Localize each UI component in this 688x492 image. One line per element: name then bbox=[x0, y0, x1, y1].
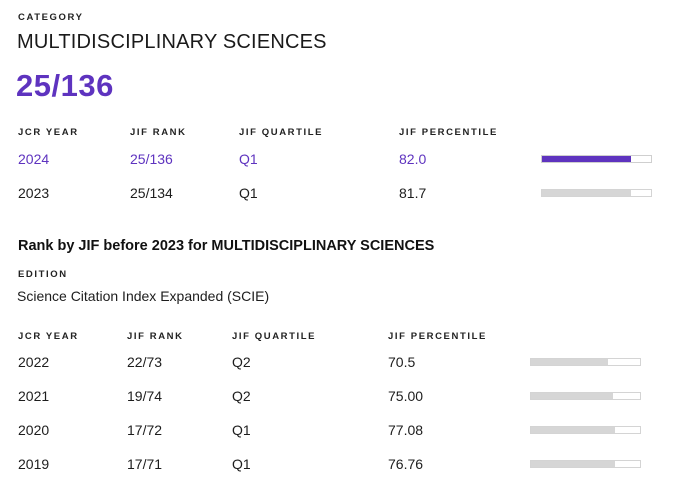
edition-label: EDITION bbox=[18, 269, 68, 280]
row-percentile: 81.7 bbox=[399, 185, 427, 201]
row-percentile: 70.5 bbox=[388, 354, 416, 370]
row-percentile: 75.00 bbox=[388, 388, 424, 404]
row-percentile: 77.08 bbox=[388, 422, 424, 438]
row-rank: 25/134 bbox=[130, 185, 173, 201]
row-rank: 19/74 bbox=[127, 388, 163, 404]
percentile-bar bbox=[530, 392, 641, 400]
row-rank: 17/72 bbox=[127, 422, 163, 438]
percentile-bar bbox=[541, 155, 652, 163]
row-quartile: Q2 bbox=[232, 388, 251, 404]
header-jif-rank: JIF RANK bbox=[130, 127, 187, 138]
percentile-bar bbox=[541, 189, 652, 197]
percentile-bar bbox=[530, 358, 641, 366]
row-year: 2020 bbox=[18, 422, 50, 438]
row-year: 2021 bbox=[18, 388, 50, 404]
row-year: 2023 bbox=[18, 185, 50, 201]
percentile-bar bbox=[530, 426, 641, 434]
row-quartile: Q1 bbox=[232, 456, 251, 472]
row-year: 2019 bbox=[18, 456, 50, 472]
row-rank: 22/73 bbox=[127, 354, 163, 370]
row-year: 2022 bbox=[18, 354, 50, 370]
row-quartile: Q1 bbox=[239, 151, 258, 167]
row-percentile: 76.76 bbox=[388, 456, 424, 472]
row-percentile: 82.0 bbox=[399, 151, 427, 167]
row-quartile: Q2 bbox=[232, 354, 251, 370]
header-jcr-year: JCR YEAR bbox=[18, 127, 79, 138]
percentile-bar-fill bbox=[531, 393, 613, 399]
category-rank: 25/136 bbox=[16, 68, 114, 103]
header-jif-rank: JIF RANK bbox=[127, 331, 184, 342]
row-quartile: Q1 bbox=[239, 185, 258, 201]
category-title: MULTIDISCIPLINARY SCIENCES bbox=[17, 31, 327, 53]
header-jif-quartile: JIF QUARTILE bbox=[232, 331, 317, 342]
row-quartile: Q1 bbox=[232, 422, 251, 438]
percentile-bar-fill bbox=[531, 461, 615, 467]
header-jif-percentile: JIF PERCENTILE bbox=[388, 331, 487, 342]
edition-value: Science Citation Index Expanded (SCIE) bbox=[17, 288, 270, 304]
percentile-bar-fill bbox=[542, 156, 632, 162]
percentile-bar-fill bbox=[531, 427, 616, 433]
row-year: 2024 bbox=[18, 151, 50, 167]
row-rank: 17/71 bbox=[127, 456, 163, 472]
header-jif-percentile: JIF PERCENTILE bbox=[399, 127, 498, 138]
header-jcr-year: JCR YEAR bbox=[18, 331, 79, 342]
header-jif-quartile: JIF QUARTILE bbox=[239, 127, 324, 138]
category-eyebrow: CATEGORY bbox=[18, 12, 84, 23]
percentile-bar-fill bbox=[531, 359, 608, 365]
percentile-bar bbox=[530, 460, 641, 468]
percentile-bar-fill bbox=[542, 190, 632, 196]
legacy-section-title: Rank by JIF before 2023 for MULTIDISCIPL… bbox=[18, 238, 435, 254]
row-rank: 25/136 bbox=[130, 151, 173, 167]
